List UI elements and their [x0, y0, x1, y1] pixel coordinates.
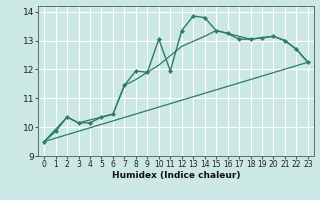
X-axis label: Humidex (Indice chaleur): Humidex (Indice chaleur) [112, 171, 240, 180]
